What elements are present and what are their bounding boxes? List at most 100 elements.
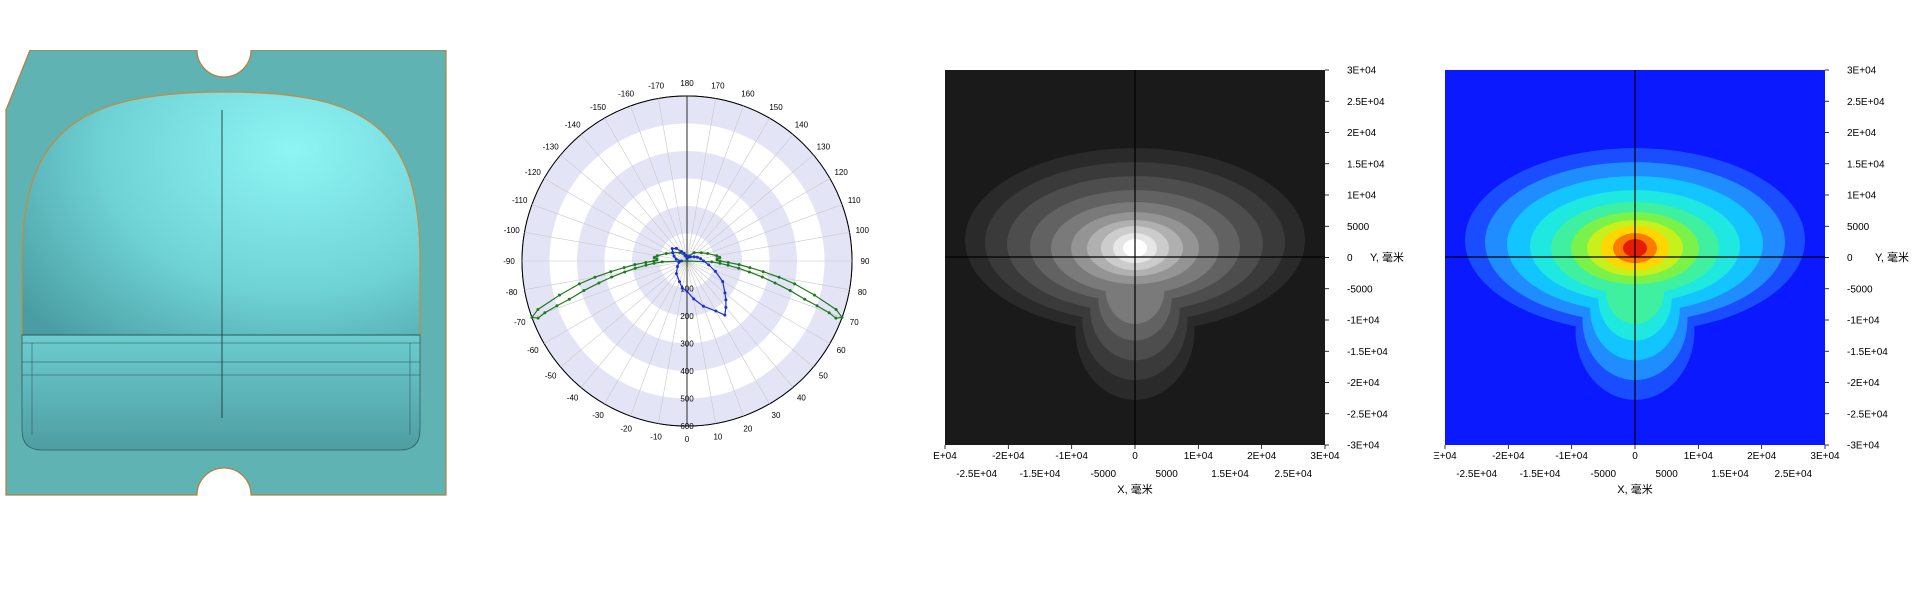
polar-series-point [543, 311, 547, 315]
y-tick-label: 3E+04 [1847, 66, 1877, 77]
polar-series-point [536, 307, 540, 311]
polar-angle-label: 130 [817, 143, 831, 152]
polar-spoke [531, 260, 688, 318]
polar-series-point [652, 261, 656, 265]
x-tick-label: 2.5E+04 [1275, 469, 1313, 480]
polar-series-point [803, 297, 807, 301]
polar-series-point [674, 246, 678, 250]
x-tick-label: -2.5E+04 [1456, 469, 1497, 480]
polar-spoke [686, 260, 794, 388]
polar-series-point [684, 254, 688, 258]
x-tick-label: 1E+04 [1684, 451, 1714, 462]
polar-spoke [543, 178, 688, 262]
polar-series-point [699, 257, 703, 261]
polar-radial-label: 600 [680, 422, 694, 431]
y-tick-label: -3E+04 [1347, 441, 1380, 452]
polar-spoke [686, 260, 770, 405]
y-tick-label: -2E+04 [1347, 378, 1380, 389]
polar-series-point [622, 266, 626, 270]
polar-spoke [686, 204, 843, 262]
x-tick-label: -1E+04 [1055, 451, 1088, 462]
polar-series-point [582, 289, 586, 293]
polar-angle-label: -130 [543, 143, 560, 152]
polar-series-point [677, 260, 681, 264]
x-tick-label: 3E+04 [1310, 451, 1340, 462]
polar-series-point [724, 298, 728, 302]
grey-map-panel: 3E+04 2.5E+04 2E+04 1.5E+04 1E+04 5000 0 -5000-… [930, 60, 1410, 500]
polar-angle-label: 70 [850, 318, 859, 327]
polar-plot-panel: 180 170 160 150 140 130 120 110 100 90 80 70 60 50 40 3… [465, 45, 925, 515]
polar-series-point [777, 275, 781, 279]
polar-angle-label: 20 [743, 424, 752, 433]
x-tick-label: 0 [1632, 451, 1638, 462]
polar-angle-label: 60 [837, 346, 846, 355]
polar-plot: 180 1701601501401301201101009080706050403… [503, 79, 870, 444]
polar-radial-label: 500 [680, 395, 694, 404]
polar-spoke [686, 260, 814, 368]
polar-spoke [686, 260, 850, 290]
x-tick-label: 2.5E+04 [1775, 469, 1813, 480]
polar-series-point [715, 258, 719, 262]
polar-series-point [726, 260, 730, 264]
polar-angle-label: 90 [861, 257, 870, 266]
polar-spoke [686, 154, 814, 262]
polar-series-point [714, 309, 718, 313]
polar-series-point [723, 291, 727, 295]
polar-angle-label: 120 [834, 168, 848, 177]
x-tick-label: 3E+04 [1810, 451, 1840, 462]
x-tick-label: 0 [1132, 451, 1138, 462]
polar-series-point [652, 256, 656, 260]
polar-series-point [840, 315, 844, 319]
polar-series-point [707, 263, 711, 267]
x-tick-label: -2.5E+04 [956, 469, 997, 480]
polar-angle-label: 100 [856, 226, 870, 235]
y-tick-label: -2.5E+04 [1347, 409, 1388, 420]
polar-series-point [718, 259, 722, 263]
polar-series-point [702, 259, 705, 263]
polar-angle-label: -10 [650, 432, 662, 441]
polar-series-point [706, 251, 710, 255]
polar-series-point [670, 247, 674, 251]
y-tick-label: 1E+04 [1347, 191, 1377, 202]
color-map: 3E+042.5E+042E+041.5E+041E+0450000-5000-… [1433, 66, 1909, 497]
polar-angle-label: 0 [685, 435, 690, 444]
polar-spoke [604, 117, 688, 262]
polar-spoke [524, 260, 688, 290]
polar-series-point [726, 263, 730, 267]
polar-series-point [761, 270, 765, 274]
polar-spoke [580, 134, 688, 262]
polar-series-point [593, 275, 597, 279]
polar-spoke [686, 260, 716, 424]
y-tick-label: 3E+04 [1347, 66, 1377, 77]
polar-angle-label: -140 [565, 121, 582, 130]
polar-radial-label: 200 [680, 312, 694, 321]
polar-spoke [560, 260, 688, 368]
polar-series-point [644, 260, 648, 264]
polar-series-point [721, 280, 725, 284]
polar-series-point [713, 269, 717, 273]
polar-angle-label: -80 [506, 288, 518, 297]
polar-series-point [737, 263, 741, 267]
x-tick-label: 5000 [1156, 469, 1179, 480]
y-tick-label: 2E+04 [1847, 128, 1877, 139]
polar-radial-label: 300 [680, 340, 694, 349]
polar-series-point [672, 254, 676, 258]
x-tick-label: 1.5E+04 [1211, 469, 1249, 480]
polar-series-point [536, 316, 540, 320]
polar-series-point [644, 263, 648, 267]
polar-series-point [623, 270, 627, 274]
polar-angle-label: 40 [797, 393, 806, 402]
polar-angle-label: -150 [590, 103, 607, 112]
polar-spoke [560, 154, 688, 262]
polar-angle-label: 150 [769, 103, 783, 112]
polar-series-point [652, 259, 656, 263]
y-tick-label: -2E+04 [1847, 378, 1880, 389]
polar-series-point [682, 251, 686, 255]
y-tick-label: -5000 [1347, 284, 1373, 295]
polar-series-point [718, 256, 722, 260]
grey-map-ylabel: Y, 毫米 [1370, 250, 1404, 264]
polar-series-point [633, 263, 637, 267]
y-tick-label: -1.5E+04 [1347, 347, 1388, 358]
lens-dome [21, 91, 421, 391]
polar-radial-label: 100 [680, 285, 694, 294]
